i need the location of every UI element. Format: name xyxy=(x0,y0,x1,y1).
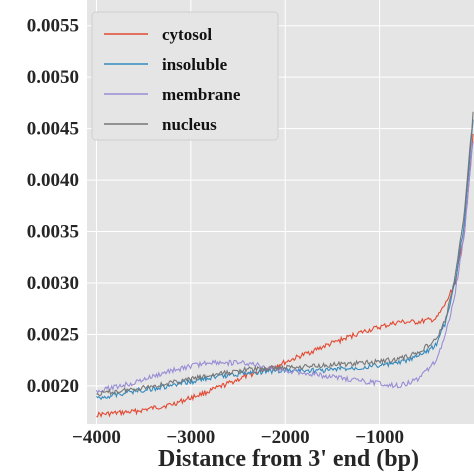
series-layer xyxy=(95,111,474,418)
legend-label-insoluble: insoluble xyxy=(162,55,228,74)
y-tick-label: 0.0020 xyxy=(27,376,79,397)
y-tick-label: 0.0045 xyxy=(27,119,79,140)
y-tick-label: 0.0040 xyxy=(27,170,79,191)
legend-label-membrane: membrane xyxy=(162,85,241,104)
y-tick-label: 0.0035 xyxy=(27,222,79,243)
y-tick-label: 0.0050 xyxy=(27,67,79,88)
x-tick-label: −4000 xyxy=(72,427,121,448)
x-tick-label: −3000 xyxy=(166,427,215,448)
y-tick-label: 0.0025 xyxy=(27,324,79,345)
y-tick-label: 0.0055 xyxy=(27,16,79,37)
legend-box xyxy=(91,11,279,141)
x-tick-label: −2000 xyxy=(261,427,310,448)
y-tick-label: 0.0030 xyxy=(27,273,79,294)
series-line-cytosol xyxy=(96,133,474,418)
y-axis-ticks: 0.0020 0.0025 0.0030 0.0035 0.0040 0.0045 0.00… xyxy=(27,16,79,397)
legend-label-cytosol: cytosol xyxy=(162,25,212,44)
series-line-insoluble xyxy=(95,119,474,401)
x-axis-ticks: −4000 −3000 −2000 −1000 xyxy=(72,427,404,448)
x-tick-label: −1000 xyxy=(355,427,404,448)
series-line-nucleus xyxy=(96,111,474,397)
series-line-membrane xyxy=(95,141,474,395)
grid-lines xyxy=(87,0,474,424)
legend-label-nucleus: nucleus xyxy=(162,115,217,134)
legend: cytosol insoluble membrane nucleus xyxy=(91,11,279,141)
x-axis-label: Distance from 3' end (bp) xyxy=(158,446,419,472)
